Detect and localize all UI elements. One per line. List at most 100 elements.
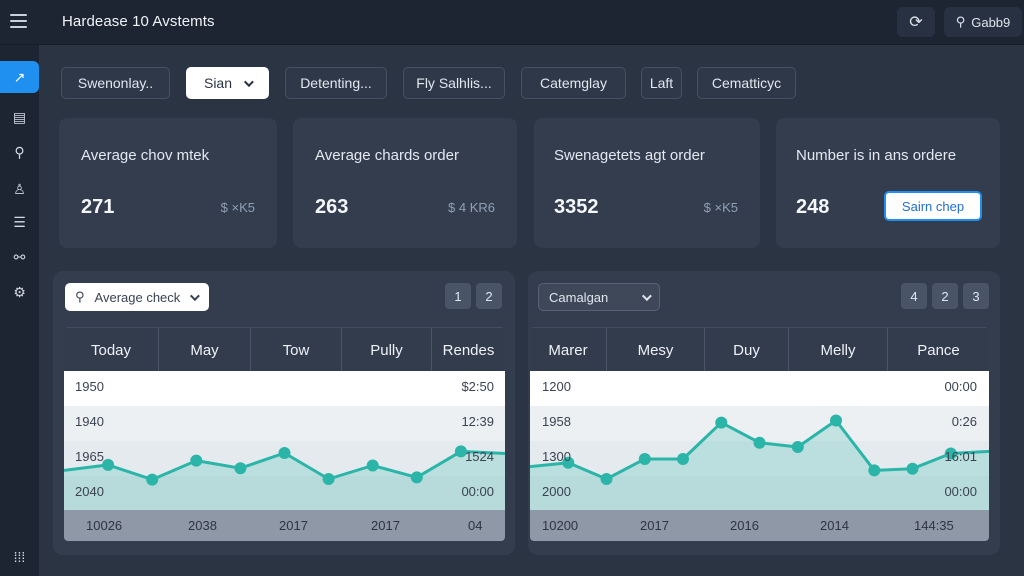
sidebar-item-settings[interactable]: ⚙ bbox=[0, 276, 39, 308]
stat-label: Number is in ans ordere bbox=[796, 147, 957, 164]
campaign-select-label: Camalgan bbox=[549, 289, 609, 305]
table-header: Today May Tow Pully Rendes bbox=[64, 327, 505, 372]
app-title: Hardease 10 Avstemts bbox=[62, 13, 215, 30]
sync-button[interactable]: ⟳ bbox=[897, 7, 935, 37]
column-header[interactable]: Rendes bbox=[442, 341, 495, 359]
column-header[interactable]: Pance bbox=[917, 341, 960, 359]
sidebar-item-apps[interactable]: ⁞⁞⁞ bbox=[0, 541, 39, 573]
card-action-button[interactable]: Sairn chep bbox=[884, 191, 982, 221]
column-header[interactable]: Pully bbox=[342, 328, 432, 372]
row-label: 1940 bbox=[75, 414, 104, 429]
footer-cell: 10026 bbox=[86, 518, 123, 533]
trend-point[interactable] bbox=[562, 456, 575, 469]
trend-point[interactable] bbox=[715, 416, 728, 429]
trend-point[interactable] bbox=[234, 462, 247, 475]
table-row bbox=[64, 371, 505, 406]
column-header[interactable]: Marer bbox=[530, 328, 607, 372]
column-header[interactable]: Melly bbox=[789, 328, 888, 372]
row-value: 0:26 bbox=[951, 414, 977, 429]
stat-card: Average chards order 263 $ 4 KR6 bbox=[293, 118, 517, 248]
trend-point[interactable] bbox=[830, 414, 842, 427]
stat-sub: $ ×K5 bbox=[703, 200, 738, 215]
table-panel-right: Camalgan 4 2 3 Marer Mesy Duy Melly Panc… bbox=[528, 271, 1000, 555]
table-row bbox=[530, 371, 989, 406]
trend-point[interactable] bbox=[677, 453, 689, 465]
hamburger-icon[interactable] bbox=[10, 14, 27, 28]
trend-point[interactable] bbox=[146, 473, 159, 486]
trend-area bbox=[64, 451, 505, 510]
sidebar-item-links[interactable]: ⚯ bbox=[0, 241, 39, 273]
row-value: 12:39 bbox=[461, 414, 494, 429]
column-header[interactable]: Mesy bbox=[607, 328, 705, 372]
user-label: Gabb9 bbox=[971, 14, 1011, 30]
trend-chart-left bbox=[64, 445, 505, 510]
stat-value: 271 bbox=[81, 196, 115, 218]
filter-chip[interactable]: Swenonlay.. bbox=[61, 67, 170, 99]
row-value: 16:01 bbox=[944, 449, 977, 464]
column-header[interactable]: Tow bbox=[251, 328, 342, 372]
sidebar-item-list[interactable]: ☰ bbox=[0, 206, 39, 238]
trend-point[interactable] bbox=[906, 462, 919, 475]
row-value: 00:00 bbox=[461, 484, 494, 499]
trend-point[interactable] bbox=[638, 453, 651, 465]
trend-point[interactable] bbox=[410, 471, 423, 484]
trend-point[interactable] bbox=[102, 458, 115, 471]
stat-value: 263 bbox=[315, 196, 349, 218]
footer-cell: 10200 bbox=[542, 518, 579, 533]
page-button[interactable]: 3 bbox=[963, 283, 989, 309]
trend-point[interactable] bbox=[190, 454, 203, 467]
sidebar: ↗ ▤ ⚲ ♙ ☰ ⚯ ⚙ ⁞⁞⁞ bbox=[0, 45, 39, 576]
sidebar-item-users[interactable]: ♙ bbox=[0, 173, 39, 205]
table-row bbox=[64, 476, 505, 511]
stat-sub: $ ×K5 bbox=[220, 200, 255, 215]
filter-chip[interactable]: Laft bbox=[641, 67, 682, 99]
document-icon: ▤ bbox=[12, 108, 27, 125]
trend-point[interactable] bbox=[454, 445, 467, 458]
trend-point[interactable] bbox=[366, 459, 379, 472]
filter-select[interactable]: Sian bbox=[186, 67, 269, 99]
row-label: 1950 bbox=[75, 379, 104, 394]
sidebar-item-documents[interactable]: ▤ bbox=[0, 101, 39, 133]
trend-chart-right bbox=[530, 414, 989, 510]
footer-cell: 04 bbox=[468, 518, 483, 533]
trend-point[interactable] bbox=[278, 447, 291, 459]
column-header[interactable]: Today bbox=[64, 328, 159, 372]
footer-cell: 144:35 bbox=[914, 518, 954, 533]
campaign-select[interactable]: Camalgan bbox=[538, 283, 660, 311]
trend-point[interactable] bbox=[791, 441, 804, 453]
sidebar-item-search[interactable]: ⚲ bbox=[0, 136, 39, 168]
search-icon: ⚲ bbox=[14, 143, 25, 160]
filter-chip[interactable]: Cematticyc bbox=[697, 67, 796, 99]
trend-point[interactable] bbox=[868, 464, 881, 477]
page-button[interactable]: 2 bbox=[932, 283, 958, 309]
footer-cell: 2017 bbox=[371, 518, 400, 533]
column-header[interactable]: May bbox=[159, 328, 251, 372]
metric-select[interactable]: ⚲ Average check bbox=[65, 283, 209, 311]
filter-chip[interactable]: Catemglay bbox=[521, 67, 626, 99]
trend-area bbox=[530, 420, 989, 510]
page-button[interactable]: 2 bbox=[476, 283, 502, 309]
table-header: Marer Mesy Duy Melly Pance bbox=[530, 327, 989, 372]
trend-point[interactable] bbox=[753, 436, 766, 449]
filter-chip[interactable]: Fly Salhlis... bbox=[403, 67, 505, 99]
column-header[interactable]: Duy bbox=[705, 328, 789, 372]
footer-cell: 2038 bbox=[188, 518, 217, 533]
table-row bbox=[530, 406, 989, 441]
sync-icon: ⟳ bbox=[909, 14, 923, 31]
user-menu-button[interactable]: ⚲ Gabb9 bbox=[944, 7, 1022, 37]
search-icon: ⚲ bbox=[75, 289, 85, 304]
users-icon: ♙ bbox=[13, 180, 26, 197]
table-footer: 10200 2017 2016 2014 144:35 bbox=[530, 510, 989, 541]
row-value: 1524 bbox=[465, 449, 494, 464]
stat-label: Average chards order bbox=[315, 147, 459, 164]
filter-chip[interactable]: Detenting... bbox=[285, 67, 387, 99]
trend-point[interactable] bbox=[600, 473, 613, 485]
data-table: Today May Tow Pully Rendes 1950 1940 196… bbox=[64, 327, 505, 541]
stat-card: Average chov mtek 271 $ ×K5 bbox=[59, 118, 277, 248]
sidebar-item-analytics[interactable]: ↗ bbox=[0, 61, 39, 93]
trend-point[interactable] bbox=[944, 447, 957, 460]
page-button[interactable]: 1 bbox=[445, 283, 471, 309]
trend-point[interactable] bbox=[322, 473, 335, 485]
footer-cell: 2014 bbox=[820, 518, 849, 533]
page-button[interactable]: 4 bbox=[901, 283, 927, 309]
